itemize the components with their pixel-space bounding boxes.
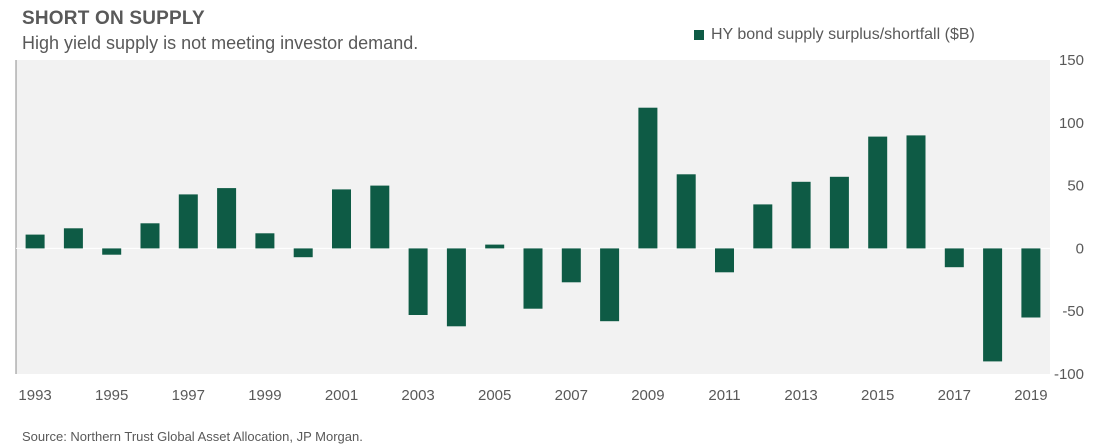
x-tick-label: 2001 [325,387,358,404]
bar-2005 [485,244,505,249]
legend: HY bond supply surplus/shortfall ($B) [694,26,975,44]
source-note: Source: Northern Trust Global Asset Allo… [22,429,363,444]
bar-2011 [715,248,734,273]
bar-1996 [140,223,160,249]
chart-subtitle: High yield supply is not meeting investo… [22,33,419,53]
legend-label: HY bond supply surplus/shortfall ($B) [711,26,975,43]
bar-1993 [25,234,45,249]
x-tick-label: 1993 [18,387,51,404]
x-tick-label: 2009 [631,387,664,404]
plot-area [16,60,1050,374]
bar-2015 [868,136,888,249]
x-tick-label: 1999 [248,387,281,404]
x-tick-label: 2011 [708,387,740,404]
bar-chart: 150 100 50 0 -50 -100 1993 1995 1997 1999 2001 200… [15,52,1084,404]
bar-2003 [408,248,428,315]
y-tick-label: -100 [1054,366,1084,383]
y-tick-label: 100 [1059,115,1084,132]
bar-2016 [906,135,926,249]
bar-1999 [255,233,275,249]
bar-2010 [676,174,696,249]
bar-1998 [217,188,237,249]
x-tick-label: 2003 [401,387,434,404]
y-axis-ticks: 150 100 50 0 -50 -100 [1054,52,1084,383]
bar-2000 [293,248,313,258]
x-tick-label: 2013 [784,387,817,404]
bar-2004 [446,248,466,327]
bar-2014 [829,176,849,249]
y-tick-label: 0 [1076,240,1084,257]
x-tick-label: 2017 [938,387,971,404]
bar-2006 [523,248,543,309]
chart-title: SHORT ON SUPPLY [22,8,205,29]
x-tick-label: 2005 [478,387,511,404]
bar-2008 [600,248,620,322]
x-tick-label: 1995 [95,387,128,404]
y-tick-label: -50 [1062,303,1084,320]
bar-2013 [791,181,811,249]
x-tick-label: 1997 [172,387,205,404]
bar-2001 [332,189,351,249]
bar-1997 [178,194,198,249]
bar-2019 [1021,248,1041,318]
x-tick-label: 2019 [1014,387,1047,404]
x-tick-label: 2015 [861,387,894,404]
bars-group [25,107,1041,362]
x-tick-label: 2007 [555,387,588,404]
bar-1995 [102,248,122,255]
bar-2017 [944,248,964,268]
bar-2002 [370,185,390,249]
legend-swatch [694,30,704,40]
y-tick-label: 50 [1067,178,1084,195]
y-tick-label: 150 [1059,52,1084,69]
bar-2018 [983,248,1003,362]
bar-2009 [638,107,658,249]
bar-1994 [63,228,83,249]
bar-2012 [753,204,773,249]
x-axis-ticks: 1993 1995 1997 1999 2001 2003 2005 2007 2009 2011… [18,387,1047,404]
bar-2007 [561,248,581,283]
